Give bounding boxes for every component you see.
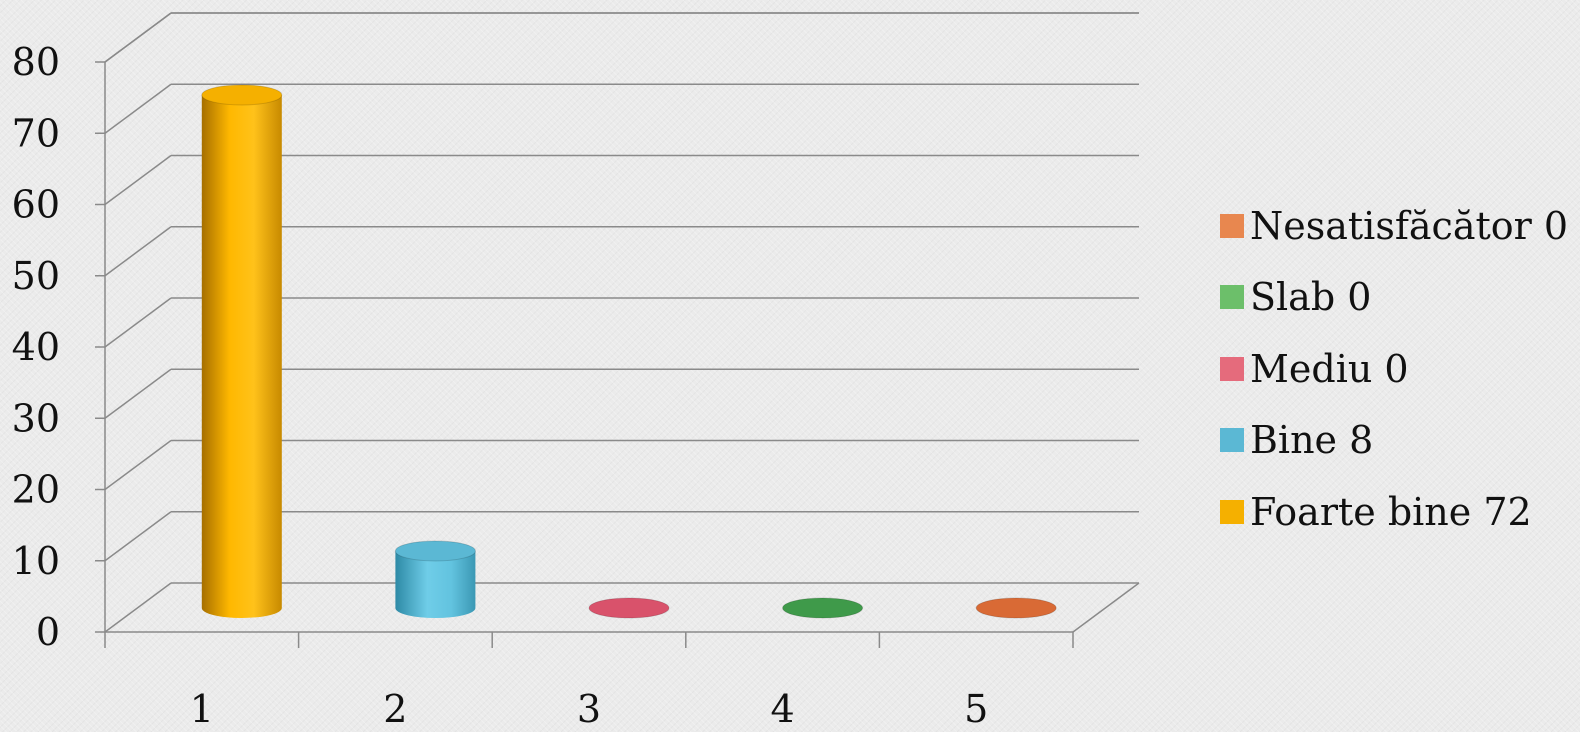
y-tick-label: 70 (12, 111, 60, 155)
legend-label: Mediu 0 (1250, 346, 1409, 391)
legend-swatch (1220, 356, 1244, 381)
bar-top (782, 597, 864, 619)
x-tick-label: 5 (964, 687, 988, 731)
legend-label: Slab 0 (1250, 275, 1372, 320)
bar-top (201, 84, 283, 106)
bars (201, 84, 1057, 619)
legend-item: Mediu 0 (1220, 333, 1568, 405)
legend-label: Foarte bine 72 (1250, 489, 1532, 534)
bar (975, 597, 1057, 619)
bar (782, 597, 864, 619)
y-tick-label: 20 (12, 468, 60, 512)
gridline-diagonal (104, 12, 172, 63)
y-tick-label: 0 (36, 610, 60, 654)
legend-item: Slab 0 (1220, 262, 1568, 334)
bar (201, 84, 283, 618)
bar-body (395, 551, 476, 618)
legend-label: Bine 8 (1250, 418, 1374, 463)
x-tick-label: 2 (383, 687, 407, 731)
y-tick-label: 10 (12, 539, 60, 583)
y-tick-label: 80 (12, 40, 60, 84)
gridline-diagonal (104, 439, 172, 491)
legend-swatch (1220, 428, 1244, 453)
y-tick-label: 50 (12, 254, 60, 298)
gridline-diagonal (104, 511, 172, 562)
gridline-diagonal (104, 226, 172, 277)
legend-item: Bine 8 (1220, 405, 1568, 477)
gridline-diagonal (104, 297, 172, 348)
gridline-diagonal (104, 83, 172, 134)
gridlines (104, 12, 1139, 633)
axes (95, 61, 1140, 648)
y-tick-label: 40 (12, 325, 60, 369)
x-tick-label: 4 (771, 687, 795, 731)
legend-item: Foarte bine 72 (1220, 476, 1568, 548)
gridline-diagonal (104, 368, 172, 419)
bar-top (394, 540, 476, 562)
legend-swatch (1220, 285, 1244, 310)
legend-item: Nesatisfăcător 0 (1220, 190, 1568, 262)
y-tick-label: 60 (12, 183, 60, 227)
bar-top (975, 597, 1057, 619)
bar-top (588, 597, 670, 619)
y-tick-labels: 0 10 20 30 40 50 60 70 80 (12, 40, 60, 654)
bar (588, 597, 670, 619)
x-tick-label: 3 (577, 687, 601, 731)
legend-swatch (1220, 213, 1244, 238)
gridline-diagonal (104, 154, 172, 206)
x-tick-labels: 1 2 3 4 5 (190, 687, 989, 731)
legend-label: Nesatisfăcător 0 (1250, 203, 1569, 248)
floor-edge (1072, 582, 1140, 633)
legend-swatch (1220, 499, 1244, 524)
x-tick-label: 1 (190, 687, 214, 731)
bar (394, 540, 476, 618)
y-tick-label: 30 (12, 396, 60, 440)
bar-body (201, 95, 282, 618)
gridline-diagonal (104, 582, 172, 633)
legend: Nesatisfăcător 0 Slab 0 Mediu 0 Bine 8 Foart… (1220, 190, 1568, 548)
